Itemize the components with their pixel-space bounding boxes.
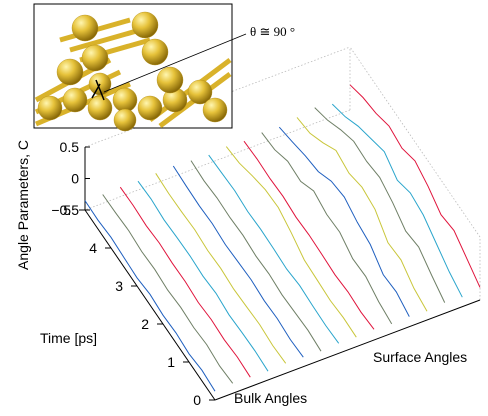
trace (279, 127, 409, 316)
z-tick-label: −0.5 (51, 202, 79, 218)
trace (85, 201, 215, 392)
z-tick-label: 0 (71, 171, 79, 187)
t-tick-label: 4 (89, 240, 97, 256)
axis-line (85, 210, 215, 400)
trace (297, 117, 427, 311)
trace (226, 147, 356, 338)
trace (191, 161, 321, 352)
inset (34, 4, 246, 131)
t-tick-label: 1 (167, 354, 175, 370)
trace (332, 104, 462, 297)
z-tick-label: 0.5 (60, 139, 80, 155)
t-tick-label: 0 (193, 392, 201, 408)
page: 0123450.50−0.5Angle Parameters, CTime [p… (0, 0, 488, 416)
t-axis-label: Time [ps] (40, 330, 97, 346)
t-tick-label: 3 (115, 278, 123, 294)
trace (350, 85, 480, 288)
box-edge (350, 47, 480, 237)
z-axis-label: Angle Parameters, C (15, 140, 31, 270)
inset-label: θ ≅ 90 ° (250, 24, 295, 39)
chart: 0123450.50−0.5Angle Parameters, CTime [p… (0, 0, 488, 416)
trace (173, 166, 303, 357)
t-tick-label: 2 (141, 316, 149, 332)
trace (244, 141, 374, 329)
side-axis-label: Surface Angles (373, 349, 467, 365)
front-axis-label: Bulk Angles (234, 390, 307, 406)
